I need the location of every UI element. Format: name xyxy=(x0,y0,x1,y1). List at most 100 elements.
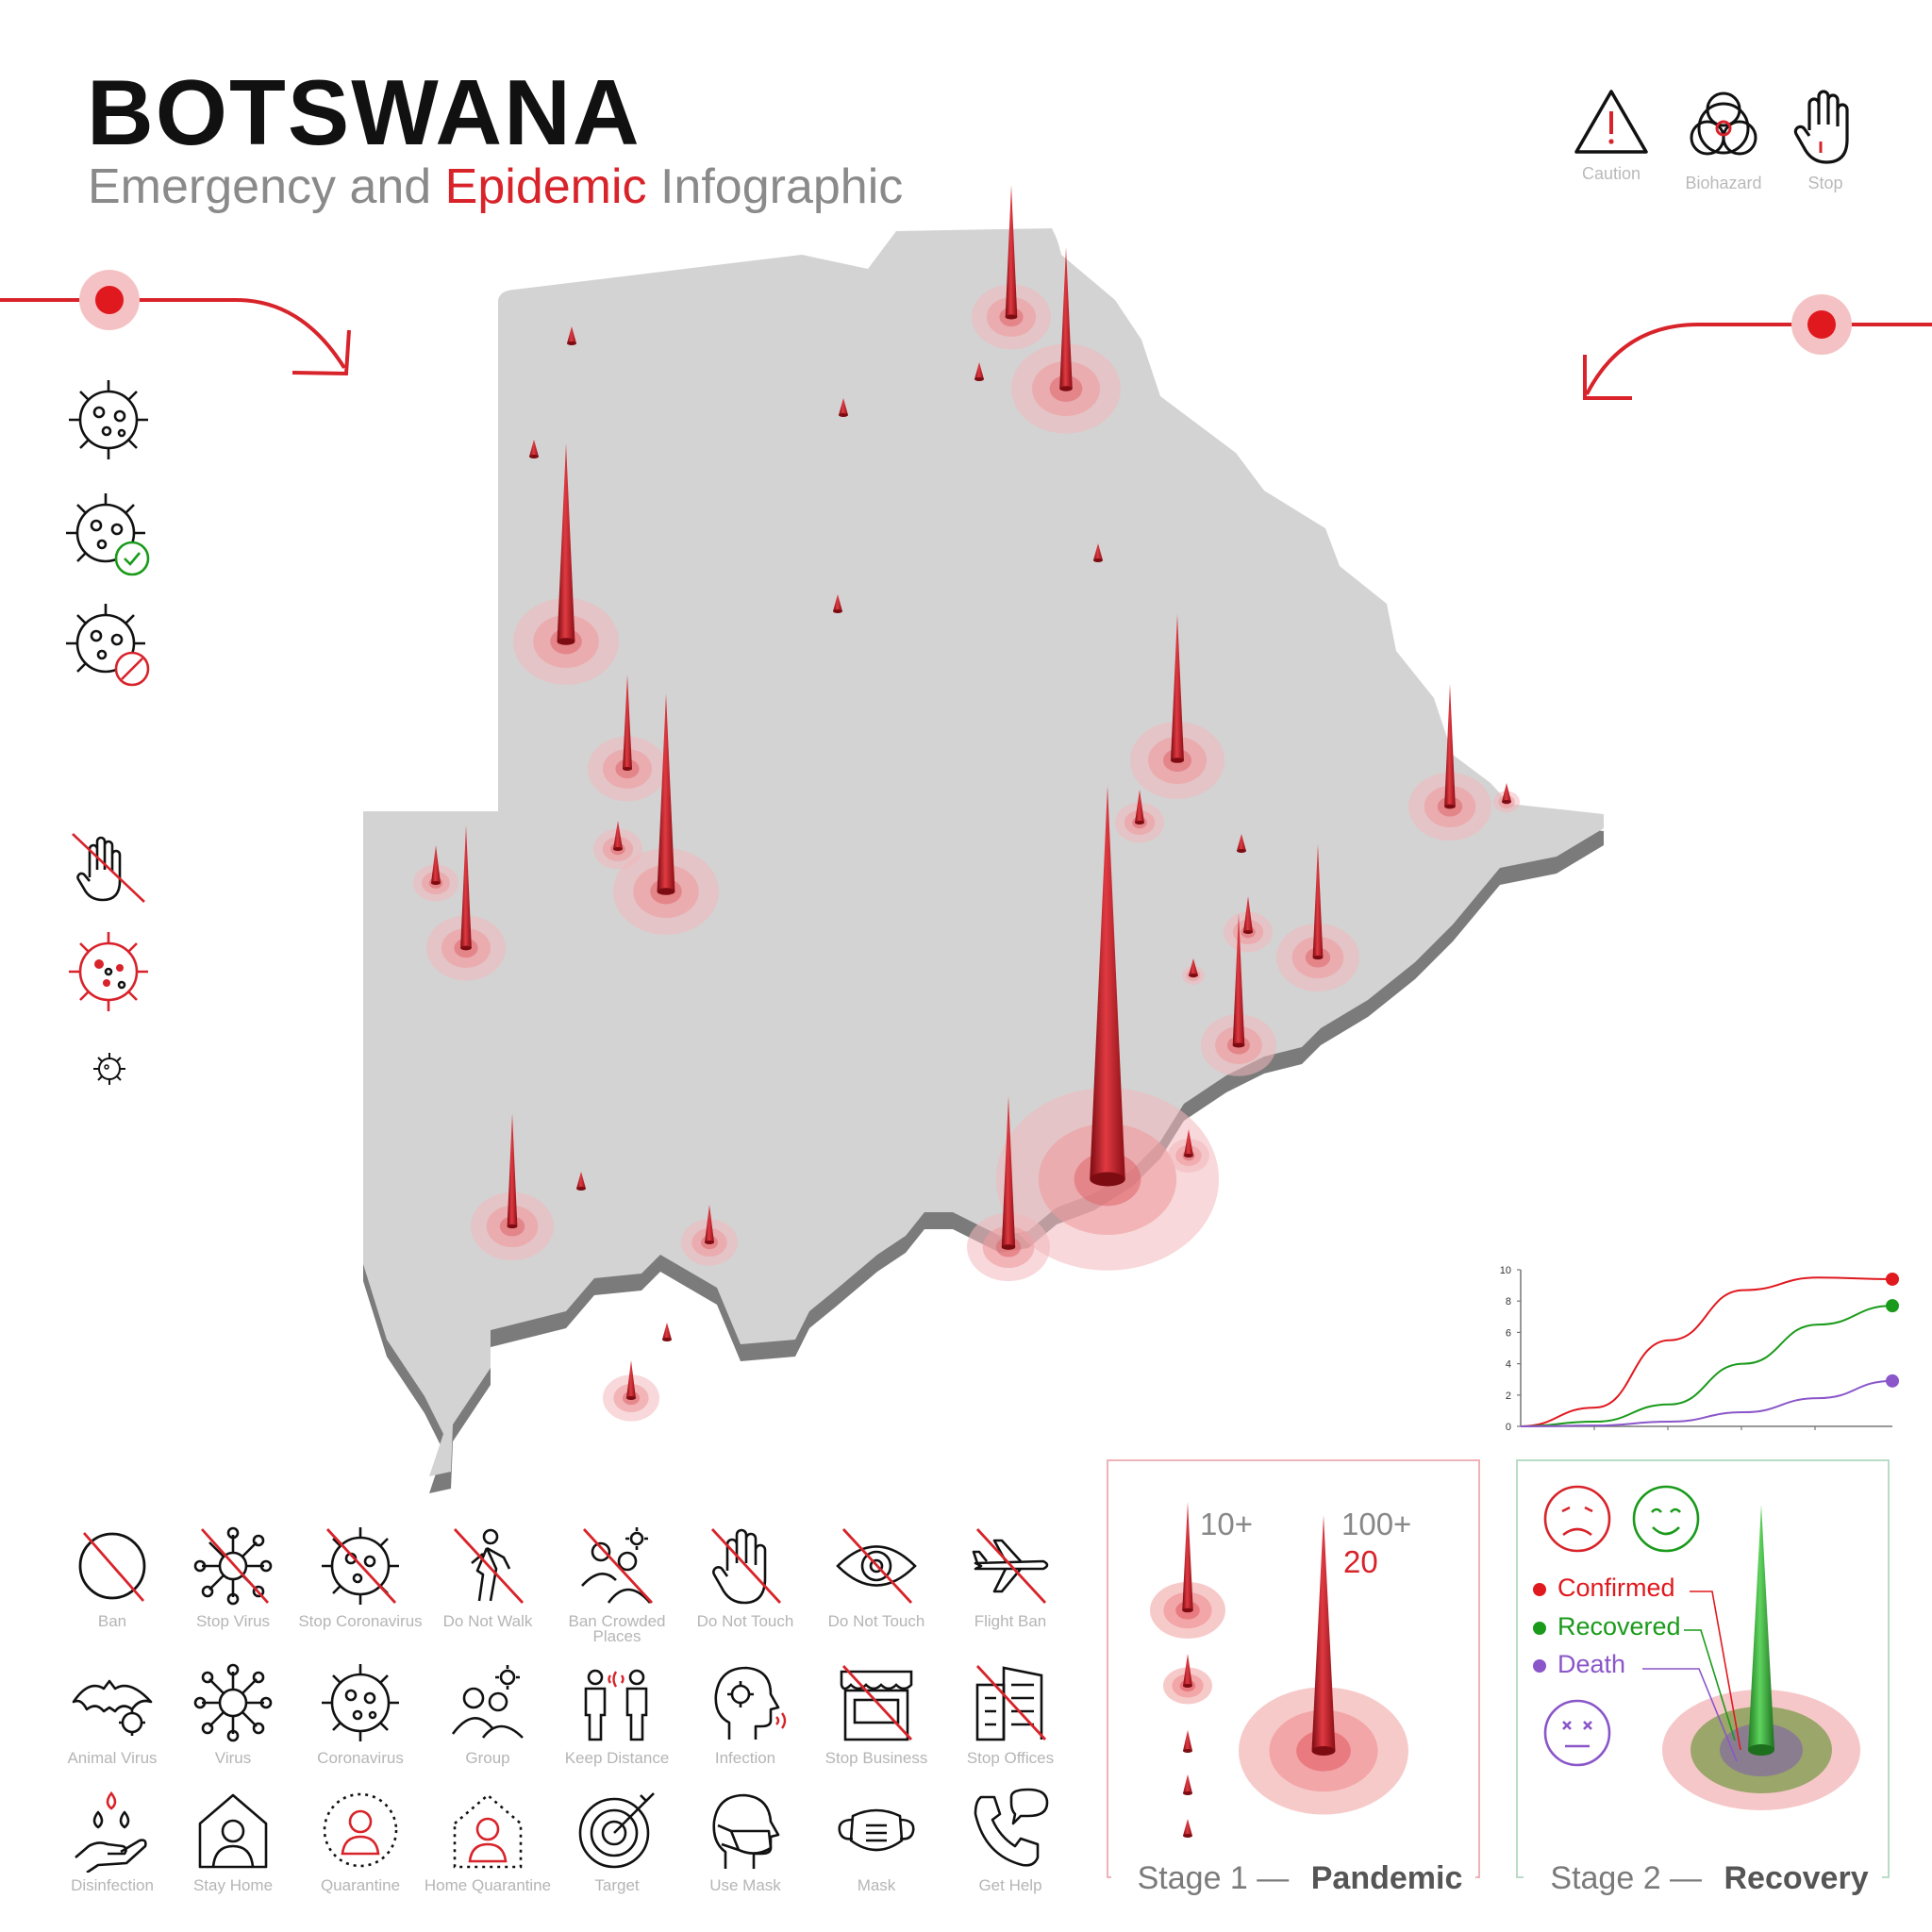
mask-icon xyxy=(838,1808,915,1852)
case-spike xyxy=(1201,913,1276,1076)
case-spike xyxy=(972,185,1051,350)
sad-face-icon xyxy=(1543,1485,1611,1553)
virus-check-icon xyxy=(66,493,150,576)
case-spike xyxy=(1276,844,1359,992)
case-spike xyxy=(1224,896,1273,953)
subtitle-pre: Emergency and xyxy=(88,159,445,214)
legend-dot xyxy=(1533,1621,1546,1635)
icon-cell: Ban xyxy=(47,1524,177,1629)
y-tick-label: 0 xyxy=(1506,1422,1511,1433)
icon-label: Do Not Touch xyxy=(827,1612,925,1630)
legend-item: Recovered xyxy=(1533,1612,1681,1641)
icon-cell: Stop Virus xyxy=(168,1524,298,1629)
icon-cell: Disinfection xyxy=(47,1788,177,1893)
icon-label: Animal Virus xyxy=(67,1749,158,1767)
legend-spike xyxy=(1163,1654,1212,1705)
stage2-graphic xyxy=(1543,1485,1860,1810)
icon-label: Do Not Walk xyxy=(442,1612,533,1630)
coronavirus-icon xyxy=(322,1664,399,1741)
icon-cell: Group xyxy=(423,1660,553,1766)
virus-ban-icon xyxy=(66,604,150,687)
case-spike xyxy=(413,845,458,902)
subtitle-post: Infographic xyxy=(646,159,904,214)
icon-cell: Animal Virus xyxy=(47,1660,177,1766)
case-spike xyxy=(1093,543,1103,562)
legend-label: Death xyxy=(1557,1650,1626,1678)
stage2-title-bold: Recovery xyxy=(1724,1860,1869,1896)
case-spike xyxy=(603,1360,659,1422)
icon-cell: Quarantine xyxy=(295,1788,425,1893)
case-spike xyxy=(967,1096,1050,1282)
icon-label: Virus xyxy=(214,1749,252,1767)
stop-business-icon xyxy=(840,1665,913,1741)
series-line xyxy=(1520,1305,1893,1427)
case-spike xyxy=(529,440,539,458)
caution-icon xyxy=(1574,90,1648,154)
icon-cell: Get Help xyxy=(945,1788,1075,1893)
subtitle-accent: Epidemic xyxy=(444,159,647,214)
stage1-title: Stage 1 — Pandemic xyxy=(1108,1860,1478,1897)
series-line xyxy=(1520,1379,1893,1427)
stage1-panel: 10+ 100+ 20 Stage 1 — Pandemic xyxy=(1107,1459,1480,1896)
use-mask-icon xyxy=(712,1793,780,1869)
case-spike xyxy=(1011,247,1121,434)
red-virus-icon xyxy=(69,932,148,1011)
stop-hand-ban-icon xyxy=(72,833,145,903)
icon-label: Mask xyxy=(857,1876,896,1894)
y-tick-label: 4 xyxy=(1506,1359,1511,1371)
icon-cell: Stay Home xyxy=(168,1788,298,1893)
biohazard-icon xyxy=(1690,92,1757,156)
disinfection-icon xyxy=(75,1790,147,1873)
icon-cell: Do Not Touch xyxy=(680,1524,810,1629)
y-tick-label: 8 xyxy=(1506,1296,1511,1307)
stage1-label-count: 20 xyxy=(1343,1544,1378,1579)
legend-spike xyxy=(1183,1730,1192,1753)
arrow-right xyxy=(1583,294,1932,400)
icon-label: Stop Virus xyxy=(195,1612,271,1630)
case-spike xyxy=(1237,834,1246,853)
hazard-label: Stop xyxy=(1807,174,1843,192)
series-end-point xyxy=(1886,1272,1899,1286)
legend-item: Confirmed xyxy=(1533,1574,1675,1603)
case-spike xyxy=(471,1113,554,1261)
stop-virus-icon xyxy=(193,1526,273,1606)
legend-spike xyxy=(1183,1774,1192,1795)
icon-label: Use Mask xyxy=(709,1876,781,1894)
case-spike xyxy=(588,675,667,802)
icon-label: Keep Distance xyxy=(564,1749,670,1767)
icon-label: Target xyxy=(594,1876,640,1894)
case-spike xyxy=(662,1323,672,1341)
hazard-biohazard: Biohazard xyxy=(1672,87,1775,193)
case-spike xyxy=(1408,684,1491,841)
case-spike xyxy=(1130,614,1224,799)
icon-cell: Infection xyxy=(680,1660,810,1766)
case-spike xyxy=(567,326,576,345)
icon-label: Stop Offices xyxy=(966,1749,1055,1767)
hazard-stop: Stop xyxy=(1774,87,1877,193)
case-spike xyxy=(513,443,619,685)
page-subtitle: Emergency and Epidemic Infographic xyxy=(88,162,903,211)
virus-icon xyxy=(69,380,148,459)
legend-item: Death xyxy=(1533,1650,1625,1679)
stage2-title-pre: Stage 2 — xyxy=(1537,1860,1724,1896)
hazard-label: Biohazard xyxy=(1685,174,1762,192)
icon-label: Get Help xyxy=(978,1876,1042,1894)
legend-dot xyxy=(1533,1658,1546,1673)
legend-spike xyxy=(1239,1515,1408,1815)
icon-label: Flight Ban xyxy=(974,1612,1047,1630)
case-spike xyxy=(1493,783,1520,813)
stop-offices-icon xyxy=(975,1665,1047,1741)
y-tick-label: 2 xyxy=(1506,1391,1511,1402)
icon-cell: Do Not Touch xyxy=(811,1524,941,1629)
stage2-title: Stage 2 — Recovery xyxy=(1518,1860,1888,1897)
case-spike xyxy=(681,1205,738,1266)
stage1-label-large: 100+ xyxy=(1341,1507,1412,1541)
case-spike xyxy=(1168,1129,1209,1174)
botswana-map xyxy=(363,228,1604,1476)
icon-cell: Coronavirus xyxy=(295,1660,425,1766)
case-spike xyxy=(996,786,1219,1271)
icon-cell: Mask xyxy=(811,1788,941,1893)
stage1-title-pre: Stage 1 — xyxy=(1124,1860,1311,1896)
